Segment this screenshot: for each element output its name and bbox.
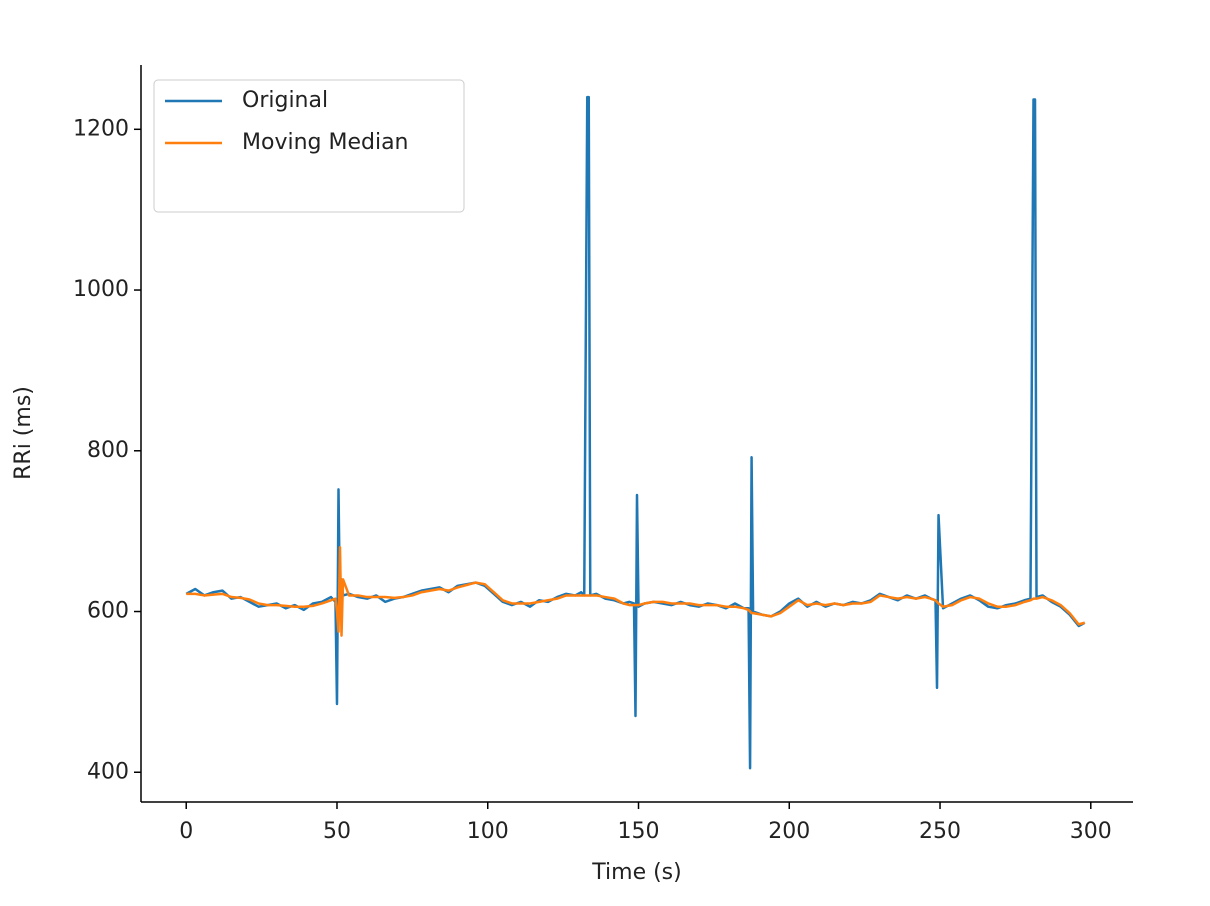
legend-label: Moving Median: [242, 130, 409, 155]
x-tick-label: 300: [1070, 819, 1112, 844]
x-tick-label: 50: [323, 819, 351, 844]
legend-label: Original: [242, 88, 328, 113]
x-axis-label: Time (s): [591, 860, 681, 885]
y-tick-label: 1000: [73, 277, 129, 302]
legend-box: [153, 79, 465, 213]
x-tick-label: 100: [467, 819, 509, 844]
y-tick-label: 800: [87, 438, 129, 463]
x-tick-label: 150: [618, 819, 660, 844]
y-tick-label: 600: [87, 599, 129, 624]
y-tick-label: 400: [87, 759, 129, 784]
x-tick-label: 250: [919, 819, 961, 844]
y-tick-label: 1200: [73, 116, 129, 141]
y-axis-label: RRi (ms): [11, 386, 36, 480]
x-tick-label: 200: [768, 819, 810, 844]
data-line: [186, 545, 1086, 637]
x-tick-label: 0: [179, 819, 193, 844]
